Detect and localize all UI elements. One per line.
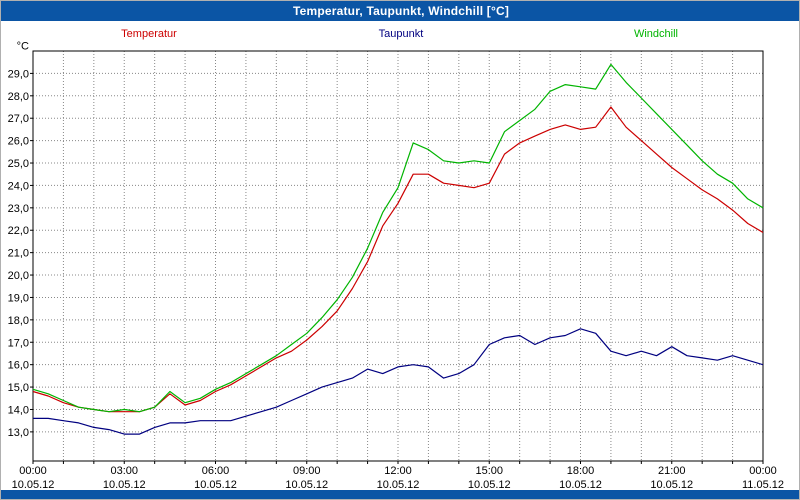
y-tick-label: 18,0 [8,315,29,327]
series-line-taupunkt [33,328,764,435]
x-tick-date-label: 11.05.12 [742,479,784,491]
y-tick-label: 28,0 [8,91,29,103]
chart-canvas: °C 29,0 28,0 27,0 26,0 25,0 24,0 23,0 22,0 21,0 20… [8,28,784,491]
x-tick-time-label: 15:00 [475,465,503,477]
x-tick-date-label: 10.05.12 [285,479,328,491]
window-titlebar: Temperatur, Taupunkt, Windchill [°C] [1,1,799,21]
window-title: Temperatur, Taupunkt, Windchill [°C] [292,4,510,18]
x-tick-time-label: 00:00 [749,465,777,477]
y-tick-label: 22,0 [8,225,29,237]
y-tick-label: 23,0 [8,203,29,215]
x-tick-time-label: 12:00 [384,465,412,477]
series-line-temperatur [32,106,764,413]
y-tick-label: 29,0 [8,68,29,80]
y-axis-unit-label: °C [17,40,29,52]
y-tick-label: 27,0 [8,113,29,125]
x-tick-date-label: 10.05.12 [103,479,146,491]
legend-label-taupunkt: Taupunkt [379,28,424,40]
x-tick-time-label: 18:00 [567,465,595,477]
y-tick-label: 19,0 [8,292,29,304]
x-tick-date-label: 10.05.12 [559,479,602,491]
x-tick-date-label: 10.05.12 [377,479,420,491]
y-tick-label: 16,0 [8,360,29,372]
x-tick-date-label: 10.05.12 [650,479,693,491]
x-tick-time-label: 03:00 [110,465,138,477]
x-tick-time-label: 21:00 [658,465,686,477]
y-tick-label: 13,0 [8,427,29,439]
y-tick-label: 17,0 [8,337,29,349]
y-tick-label: 14,0 [8,404,29,416]
y-tick-label: 24,0 [8,180,29,192]
y-tick-label: 21,0 [8,248,29,260]
x-tick-time-label: 00:00 [19,465,47,477]
y-tick-label: 25,0 [8,158,29,170]
x-tick-date-label: 10.05.12 [12,479,55,491]
series-line-windchill [32,63,764,413]
y-tick-label: 15,0 [8,382,29,394]
x-tick-time-label: 06:00 [202,465,230,477]
legend-label-temperatur: Temperatur [121,28,177,40]
legend-label-windchill: Windchill [634,28,678,40]
y-tick-label: 20,0 [8,270,29,282]
window-bottom-bar [1,490,799,499]
x-tick-time-label: 09:00 [293,465,321,477]
x-tick-date-label: 10.05.12 [468,479,511,491]
y-tick-label: 26,0 [8,136,29,148]
x-tick-date-label: 10.05.12 [194,479,237,491]
